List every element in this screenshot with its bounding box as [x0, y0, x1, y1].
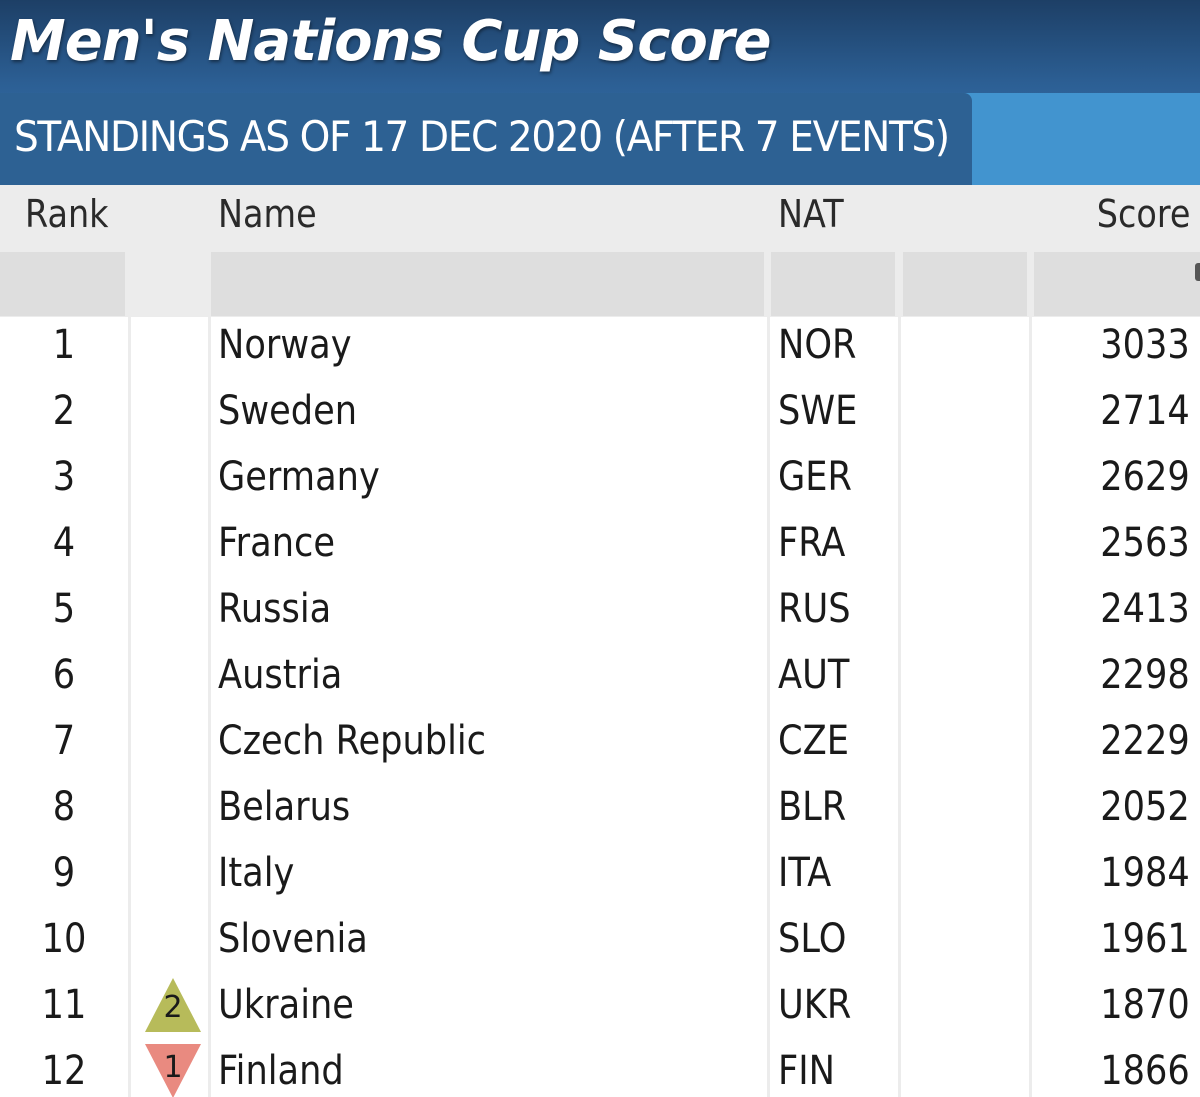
rank-cell: 12 — [41, 1048, 87, 1094]
table-row[interactable]: 10 Slovenia SLO 1961 — [0, 906, 1200, 972]
rank-change-up-badge: 2 — [143, 976, 203, 1034]
rank-cell: 4 — [52, 520, 76, 566]
nat-cell: FIN — [778, 1048, 835, 1094]
standings-subtitle: STANDINGS AS OF 17 DEC 2020 (AFTER 7 EVE… — [14, 112, 950, 161]
score-cell: 1984 — [1100, 850, 1190, 896]
triangle-up-icon — [145, 978, 201, 1032]
table-row[interactable]: 4 France FRA 2563 — [0, 510, 1200, 576]
rank-cell: 7 — [52, 718, 76, 764]
table-row[interactable]: 2 Sweden SWE 2714 — [0, 378, 1200, 444]
nat-cell: AUT — [778, 652, 850, 698]
banner: Men's Nations Cup Score STANDINGS AS OF … — [0, 0, 1200, 185]
name-cell: Norway — [218, 322, 352, 368]
triangle-down-icon — [145, 1044, 201, 1097]
rank-cell: 8 — [52, 784, 76, 830]
score-cell: 2629 — [1100, 454, 1190, 500]
rank-change-value: 1 — [163, 1050, 183, 1085]
page-title: Men's Nations Cup Score — [10, 9, 771, 74]
column-divider — [767, 317, 770, 1097]
rank-cell: 5 — [52, 586, 76, 632]
table-row[interactable]: 3 Germany GER 2629 — [0, 444, 1200, 510]
nat-filter-field[interactable] — [771, 252, 895, 316]
name-cell: Sweden — [218, 388, 358, 434]
score-cell: 2563 — [1100, 520, 1190, 566]
score-cell: 2714 — [1100, 388, 1190, 434]
nat-cell: UKR — [778, 982, 852, 1028]
nat-cell: BLR — [778, 784, 847, 830]
score-cell: 1866 — [1100, 1048, 1190, 1094]
table-row[interactable]: 1 Norway NOR 3033 — [0, 312, 1200, 378]
column-divider — [208, 317, 211, 1097]
table-row[interactable]: 7 Czech Republic CZE 2229 — [0, 708, 1200, 774]
rank-cell: 11 — [41, 982, 87, 1028]
score-filter-field[interactable] — [1034, 252, 1200, 316]
rank-change-down-badge: 1 — [143, 1042, 203, 1097]
column-divider — [1029, 317, 1032, 1097]
rank-column-header[interactable]: Rank — [25, 192, 109, 236]
triangle-down-shape — [145, 1044, 201, 1097]
nat-column-header[interactable]: NAT — [778, 192, 844, 236]
column-divider — [898, 317, 901, 1097]
name-cell: Italy — [218, 850, 295, 896]
nat-cell: RUS — [778, 586, 851, 632]
nat-cell: CZE — [778, 718, 849, 764]
score-column-header[interactable]: Score — [1096, 192, 1190, 236]
table-row[interactable]: 9 Italy ITA 1984 — [0, 840, 1200, 906]
name-cell: Ukraine — [218, 982, 354, 1028]
score-cell: 1870 — [1100, 982, 1190, 1028]
rank-cell: 1 — [52, 322, 76, 368]
name-cell: Finland — [218, 1048, 344, 1094]
nat-cell: ITA — [778, 850, 832, 896]
name-column-header[interactable]: Name — [218, 192, 317, 236]
name-cell: Czech Republic — [218, 718, 487, 764]
blank-filter-field[interactable] — [903, 252, 1027, 316]
table-row[interactable]: 8 Belarus BLR 2052 — [0, 774, 1200, 840]
rank-cell: 10 — [41, 916, 87, 962]
rank-cell: 3 — [52, 454, 76, 500]
name-cell: Slovenia — [218, 916, 368, 962]
rank-change-value: 2 — [163, 990, 183, 1025]
rank-filter-field[interactable] — [0, 252, 125, 316]
score-cell: 2413 — [1100, 586, 1190, 632]
nat-cell: GER — [778, 454, 852, 500]
score-cell: 2229 — [1100, 718, 1190, 764]
column-divider — [128, 317, 131, 1097]
nat-cell: SWE — [778, 388, 858, 434]
rank-cell: 9 — [52, 850, 76, 896]
name-cell: Austria — [218, 652, 343, 698]
name-cell: France — [218, 520, 336, 566]
score-cell: 3033 — [1100, 322, 1190, 368]
nat-cell: FRA — [778, 520, 846, 566]
rank-cell: 2 — [52, 388, 76, 434]
table-header: Rank Name NAT Score — [0, 185, 1200, 317]
table-row[interactable]: 5 Russia RUS 2413 — [0, 576, 1200, 642]
score-cell: 2052 — [1100, 784, 1190, 830]
score-cell: 2298 — [1100, 652, 1190, 698]
name-filter-field[interactable] — [211, 252, 764, 316]
scroll-edge-marker — [1195, 263, 1200, 281]
name-cell: Belarus — [218, 784, 351, 830]
nat-cell: SLO — [778, 916, 847, 962]
table-row[interactable]: 6 Austria AUT 2298 — [0, 642, 1200, 708]
rank-cell: 6 — [52, 652, 76, 698]
triangle-up-shape — [145, 978, 201, 1032]
table-row[interactable]: 12 1 Finland FIN 1866 — [0, 1038, 1200, 1097]
name-cell: Germany — [218, 454, 380, 500]
nat-cell: NOR — [778, 322, 857, 368]
subtitle-box: STANDINGS AS OF 17 DEC 2020 (AFTER 7 EVE… — [0, 93, 972, 185]
table-row[interactable]: 11 2 Ukraine UKR 1870 — [0, 972, 1200, 1038]
name-cell: Russia — [218, 586, 332, 632]
score-cell: 1961 — [1100, 916, 1190, 962]
